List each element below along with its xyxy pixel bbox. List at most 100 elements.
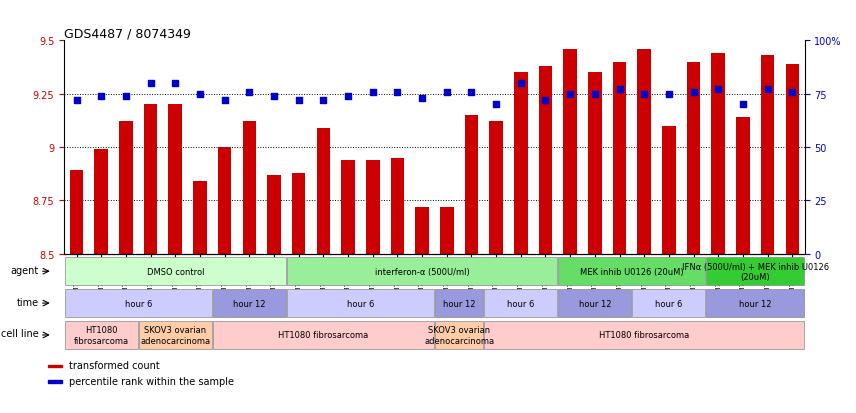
Text: hour 12: hour 12 [579, 299, 611, 308]
Point [94, 93, 108, 100]
Point [687, 89, 700, 96]
Bar [366, 160, 379, 254]
Text: interferon-α (500U/ml): interferon-α (500U/ml) [375, 267, 469, 276]
Point [588, 91, 602, 98]
Text: hour 6: hour 6 [655, 299, 682, 308]
Point [317, 97, 330, 104]
Bar [144, 105, 158, 254]
Bar [169, 105, 182, 254]
Bar [242, 122, 256, 254]
FancyBboxPatch shape [213, 321, 434, 349]
Point [613, 87, 627, 93]
Point [465, 89, 479, 96]
Bar [267, 175, 281, 254]
FancyBboxPatch shape [706, 289, 804, 318]
Point [366, 89, 379, 96]
FancyBboxPatch shape [706, 257, 804, 286]
FancyBboxPatch shape [287, 289, 434, 318]
Text: hour 12: hour 12 [233, 299, 265, 308]
Text: DMSO control: DMSO control [146, 267, 204, 276]
FancyBboxPatch shape [213, 289, 286, 318]
Text: HT1080 fibrosarcoma: HT1080 fibrosarcoma [599, 331, 689, 339]
Bar [119, 122, 133, 254]
Bar [48, 380, 62, 383]
Bar [415, 207, 429, 254]
Point [242, 89, 256, 96]
FancyBboxPatch shape [435, 289, 484, 318]
FancyBboxPatch shape [65, 289, 211, 318]
FancyBboxPatch shape [558, 289, 632, 318]
Point [662, 91, 675, 98]
FancyBboxPatch shape [65, 321, 138, 349]
Text: SKOV3 ovarian
adenocarcinoma: SKOV3 ovarian adenocarcinoma [140, 325, 211, 345]
Bar [514, 73, 527, 254]
FancyBboxPatch shape [484, 321, 804, 349]
Bar [711, 54, 725, 254]
Text: agent: agent [10, 265, 39, 275]
Point [711, 87, 725, 93]
Text: hour 6: hour 6 [125, 299, 152, 308]
Point [415, 95, 429, 102]
Text: hour 6: hour 6 [507, 299, 534, 308]
Point [514, 81, 527, 87]
Point [267, 93, 281, 100]
Text: GDS4487 / 8074349: GDS4487 / 8074349 [64, 27, 191, 40]
Point [193, 91, 207, 98]
FancyBboxPatch shape [65, 257, 286, 286]
Bar [490, 122, 503, 254]
Point [119, 93, 133, 100]
Bar [193, 182, 207, 254]
Text: cell line: cell line [1, 329, 39, 339]
Bar [342, 160, 355, 254]
Point [761, 87, 775, 93]
Bar [761, 56, 775, 254]
Point [169, 81, 182, 87]
Point [390, 89, 404, 96]
Bar [390, 158, 404, 254]
Bar [538, 67, 552, 254]
Bar [613, 63, 627, 254]
Bar [638, 50, 651, 254]
Text: HT1080 fibrosarcoma: HT1080 fibrosarcoma [278, 331, 368, 339]
Point [736, 102, 750, 109]
Bar [465, 116, 479, 254]
FancyBboxPatch shape [633, 289, 705, 318]
Point [69, 97, 83, 104]
Bar [317, 128, 330, 254]
Text: hour 12: hour 12 [739, 299, 771, 308]
Bar [94, 150, 108, 254]
Text: time: time [16, 297, 39, 307]
Text: transformed count: transformed count [68, 360, 159, 370]
Point [563, 91, 577, 98]
Point [440, 89, 454, 96]
Point [490, 102, 503, 109]
Bar [440, 207, 454, 254]
Bar [217, 148, 231, 254]
Text: MEK inhib U0126 (20uM): MEK inhib U0126 (20uM) [580, 267, 684, 276]
Bar [48, 365, 62, 368]
FancyBboxPatch shape [558, 257, 705, 286]
Point [786, 89, 800, 96]
Point [342, 93, 355, 100]
Text: IFNα (500U/ml) + MEK inhib U0126
(20uM): IFNα (500U/ml) + MEK inhib U0126 (20uM) [681, 262, 829, 281]
FancyBboxPatch shape [287, 257, 557, 286]
Text: SKOV3 ovarian
adenocarcinoma: SKOV3 ovarian adenocarcinoma [424, 325, 494, 345]
Bar [786, 65, 800, 254]
Text: hour 12: hour 12 [443, 299, 475, 308]
Text: percentile rank within the sample: percentile rank within the sample [68, 375, 234, 386]
Point [217, 97, 231, 104]
Text: HT1080
fibrosarcoma: HT1080 fibrosarcoma [74, 325, 128, 345]
Point [538, 97, 552, 104]
Bar [69, 171, 83, 254]
FancyBboxPatch shape [484, 289, 557, 318]
Bar [662, 126, 675, 254]
Point [144, 81, 158, 87]
Text: hour 6: hour 6 [347, 299, 374, 308]
Point [638, 91, 651, 98]
Bar [292, 173, 306, 254]
Point [292, 97, 306, 104]
FancyBboxPatch shape [139, 321, 211, 349]
FancyBboxPatch shape [435, 321, 484, 349]
Bar [563, 50, 577, 254]
Bar [588, 73, 602, 254]
